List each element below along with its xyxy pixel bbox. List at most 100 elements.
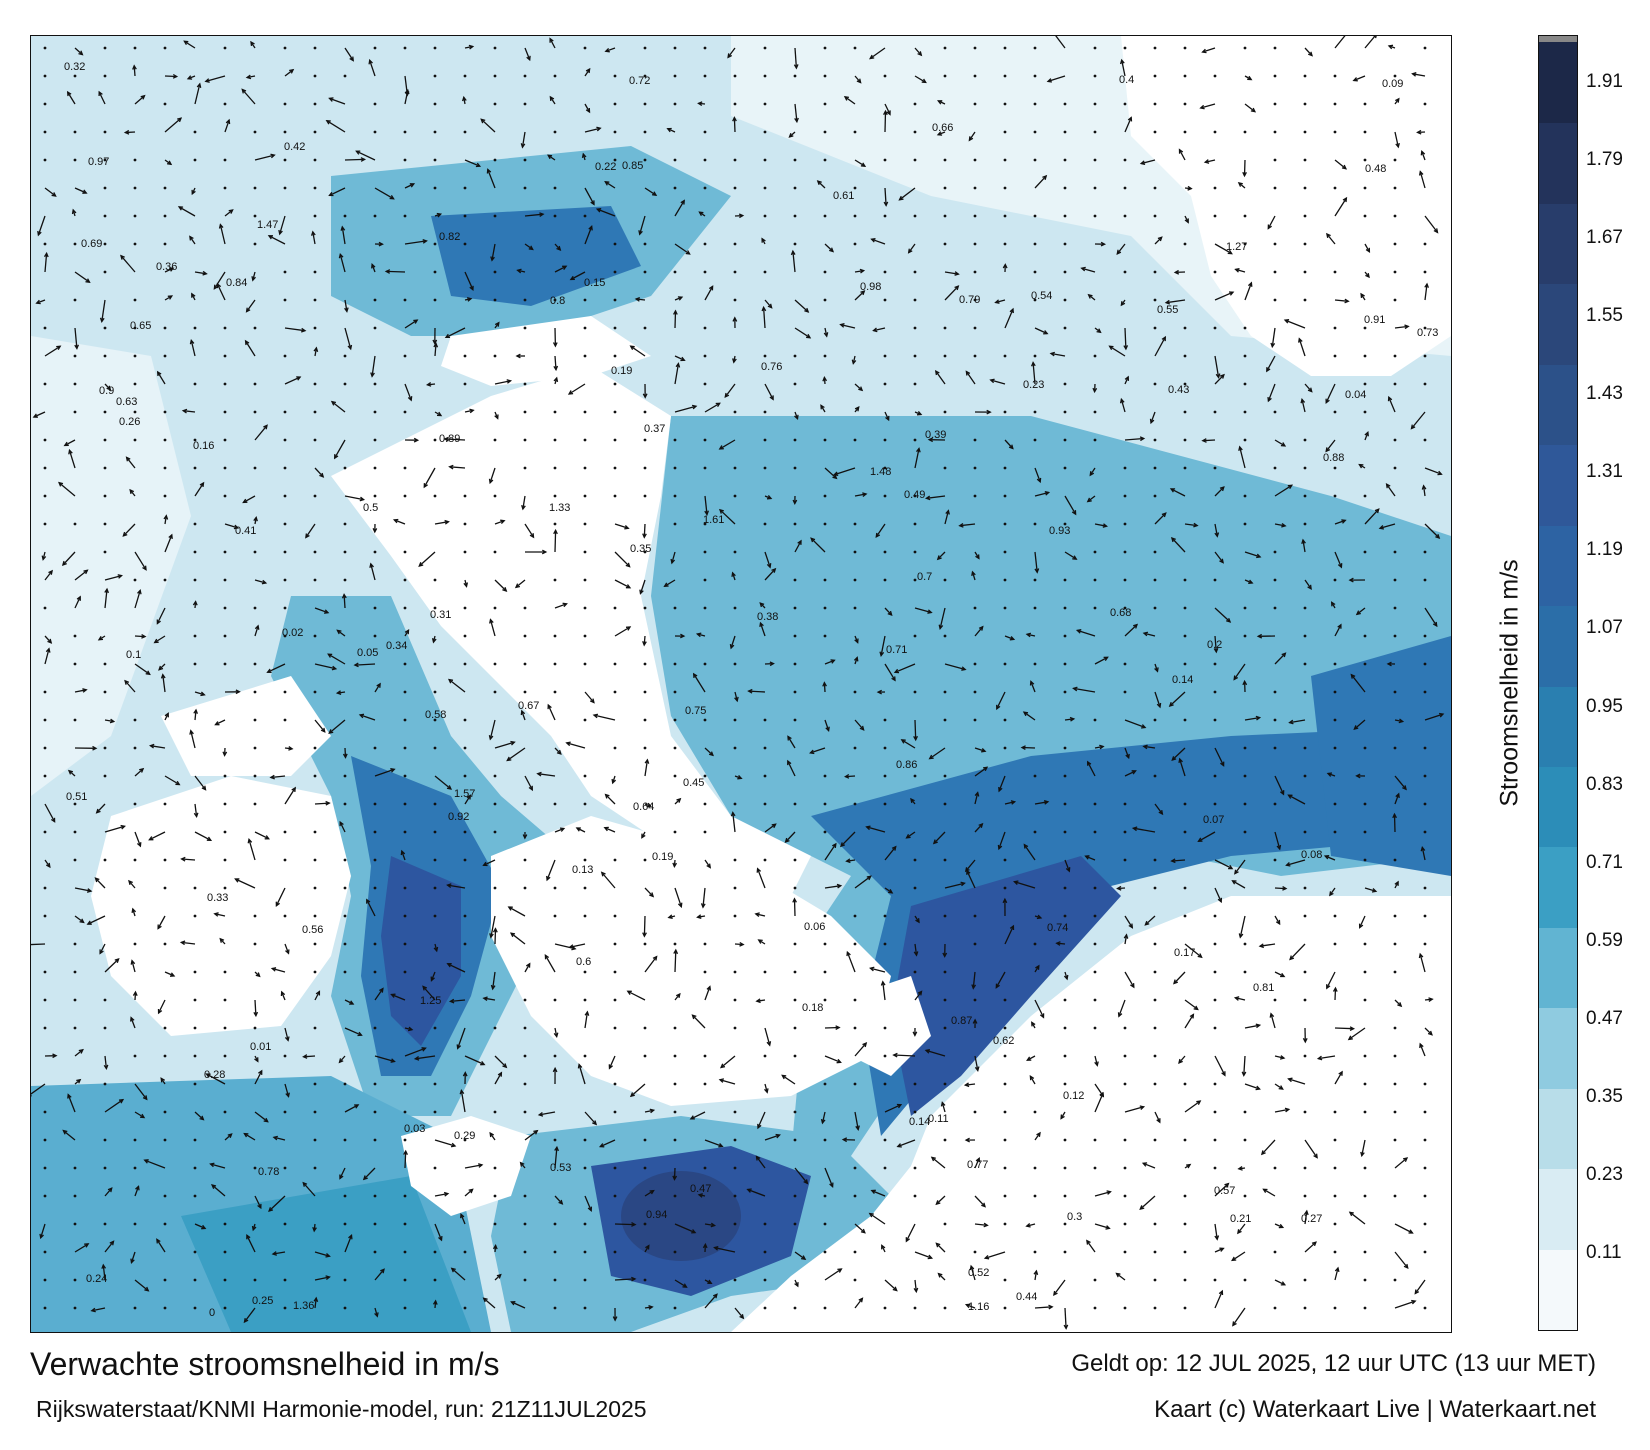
current-arrow-head — [692, 672, 698, 678]
current-arrow-head — [348, 1233, 353, 1240]
vector-dot — [1063, 578, 1067, 582]
vector-dot — [463, 214, 467, 218]
vector-dot — [1123, 690, 1127, 694]
vector-dot — [643, 326, 647, 330]
vector-dot — [1273, 298, 1277, 302]
speed-value-label: 0.28 — [204, 1069, 225, 1081]
vector-dot — [1423, 1082, 1427, 1086]
vector-dot — [133, 382, 137, 386]
current-arrow-head — [702, 1242, 708, 1249]
vector-dot — [103, 214, 107, 218]
vector-dot — [433, 438, 437, 442]
current-arrow — [1124, 770, 1136, 777]
current-arrow-head — [1217, 897, 1223, 904]
current-arrow-head — [1280, 442, 1287, 447]
current-arrow-head — [729, 643, 735, 650]
current-arrow-head — [1124, 375, 1130, 381]
current-arrow-head — [712, 1293, 718, 1299]
vector-dot — [103, 466, 107, 470]
vector-dot — [553, 1306, 557, 1310]
vector-dot — [643, 1054, 647, 1058]
current-arrow-head — [199, 481, 205, 487]
current-arrow-head — [1220, 761, 1225, 767]
current-arrow — [823, 682, 826, 693]
current-arrow — [605, 47, 616, 52]
current-arrow-head — [158, 665, 164, 671]
vector-dot — [1123, 1250, 1127, 1254]
current-arrow-head — [603, 826, 609, 832]
vector-dot — [1243, 802, 1247, 806]
current-arrow-head — [291, 786, 296, 792]
current-arrow-head — [845, 858, 851, 864]
current-arrow — [584, 1195, 592, 1211]
vector-dot — [283, 718, 287, 722]
current-arrow-head — [1337, 623, 1342, 629]
current-arrow-head — [160, 673, 166, 679]
vector-dot — [763, 410, 767, 414]
current-arrow-head — [443, 1191, 450, 1197]
current-arrow-head — [715, 402, 721, 408]
current-arrow-head — [86, 888, 93, 893]
current-arrow — [104, 719, 114, 723]
vector-dot — [523, 1222, 527, 1226]
current-arrow-head — [1116, 885, 1122, 891]
current-arrow-head — [284, 1036, 290, 1042]
vector-dot — [1183, 802, 1187, 806]
vector-dot — [193, 1306, 197, 1310]
current-arrow — [554, 1147, 558, 1169]
current-arrow-head — [466, 794, 472, 800]
vector-dot — [1363, 494, 1367, 498]
current-arrow — [1274, 831, 1281, 850]
current-arrow-head — [612, 1316, 618, 1322]
vector-dot — [73, 970, 77, 974]
vector-dot — [1153, 438, 1157, 442]
current-arrow-head — [1385, 483, 1391, 489]
vector-dot — [163, 1222, 167, 1226]
current-arrow — [674, 887, 682, 907]
current-arrow — [1124, 971, 1135, 988]
current-arrow-head — [1414, 1289, 1420, 1295]
legend-tick-label: 1.91 — [1586, 71, 1623, 92]
current-arrow-head — [488, 735, 494, 741]
current-arrow-head — [255, 972, 261, 978]
current-arrow-head — [482, 996, 488, 1002]
current-arrow-head — [1063, 974, 1069, 981]
vector-dot — [913, 578, 917, 582]
current-arrow — [873, 327, 886, 332]
speed-value-label: 0 — [209, 1307, 215, 1319]
current-arrow-head — [313, 1296, 319, 1303]
current-arrow-head — [1196, 1100, 1202, 1105]
current-arrow — [1235, 997, 1246, 1001]
current-arrow-head — [732, 316, 738, 322]
current-arrow-head — [340, 225, 346, 231]
current-arrow-head — [928, 754, 934, 760]
current-arrow-head — [407, 396, 413, 402]
current-arrow — [125, 131, 136, 134]
vector-dot — [283, 858, 287, 862]
vector-dot — [643, 102, 647, 106]
current-arrow-head — [510, 1301, 516, 1306]
current-arrow — [194, 482, 205, 497]
current-arrow-head — [1086, 1239, 1091, 1245]
vector-dot — [973, 298, 977, 302]
vector-dot — [1213, 718, 1217, 722]
current-arrow-head — [496, 1273, 502, 1279]
vector-dot — [73, 1026, 77, 1030]
speed-value-label: 0.56 — [302, 924, 323, 936]
legend-tick-label: 1.07 — [1586, 617, 1623, 639]
current-arrow-head — [680, 633, 686, 639]
current-arrow-head — [843, 95, 849, 101]
current-arrow-head — [507, 906, 513, 911]
current-arrow — [897, 1139, 916, 1148]
current-arrow — [1094, 523, 1107, 527]
vector-dot — [463, 634, 467, 638]
current-arrow-head — [667, 914, 673, 920]
speed-value-label: 0.73 — [1417, 327, 1438, 339]
current-arrow-head — [167, 160, 173, 166]
vector-dot — [523, 326, 527, 330]
current-arrow — [724, 383, 736, 398]
current-arrow — [74, 271, 90, 283]
current-arrow — [1143, 632, 1156, 637]
current-arrow — [914, 1279, 917, 1292]
current-arrow-head — [181, 408, 188, 414]
